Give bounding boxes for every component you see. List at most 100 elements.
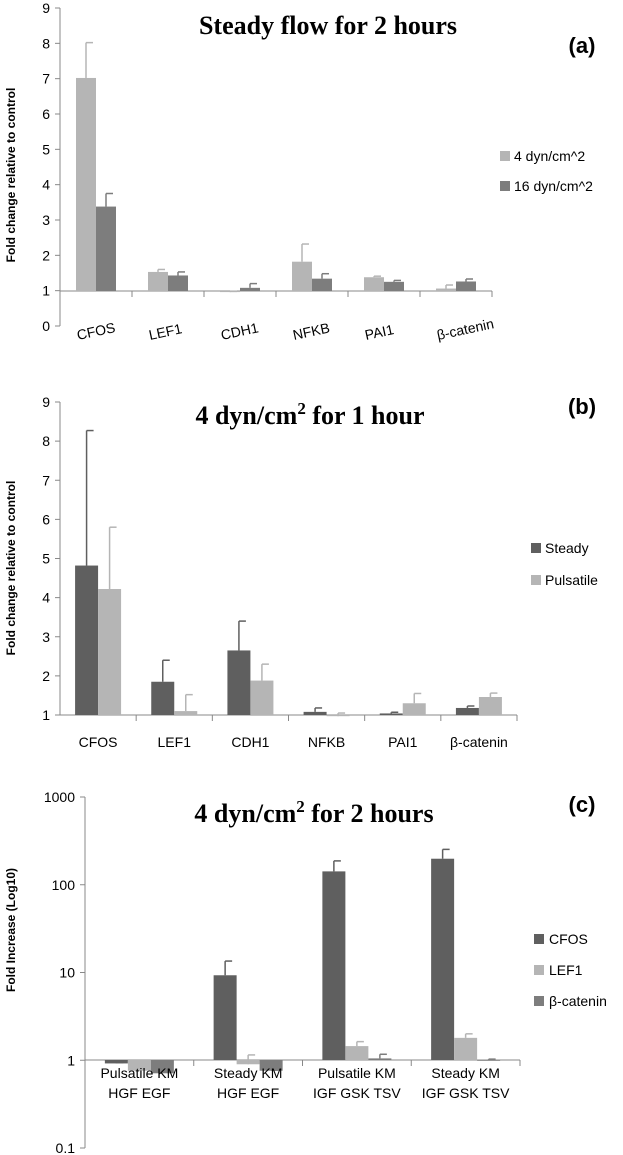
chart-b-ytick-label: 4 [42, 590, 50, 606]
chart-b-panel-label: (b) [568, 394, 596, 419]
chart-b-bar [455, 707, 479, 715]
chart-a-bar [168, 275, 188, 291]
chart-a-xtick-label: CFOS [75, 319, 116, 343]
chart-c-xtick-label: Pulsatile KM [100, 1065, 178, 1081]
chart-b-bar [402, 703, 426, 715]
chart-a-bar [76, 77, 96, 292]
chart-c-title-tail: for 2 hours [305, 799, 434, 828]
chart-c-legend-swatch-3 [534, 996, 544, 1006]
chart-c-ytick-label: 0.1 [56, 1140, 76, 1155]
chart-a-xtick-label: NFKB [291, 320, 331, 343]
chart-c-bar [454, 1037, 478, 1060]
chart-a-xtick-label: β-catenin [435, 315, 495, 343]
chart-c-title-main: 4 dyn/cm [194, 799, 296, 828]
chart-a-legend: 4 dyn/cm^2 16 dyn/cm^2 [500, 148, 593, 194]
chart-a-bar [148, 271, 168, 291]
chart-a: Steady flow for 2 hours (a) Fold change … [4, 0, 595, 343]
chart-b-title-main: 4 dyn/cm [195, 401, 297, 430]
chart-c-bar [368, 1058, 392, 1060]
chart-c-xtick-label: Pulsatile KM [318, 1065, 396, 1081]
chart-b-title-sup: 2 [297, 399, 306, 418]
chart-a-xtick-label: PAI1 [363, 321, 395, 343]
chart-c-xtick-label: HGF EGF [108, 1085, 170, 1101]
chart-b-legend-swatch-2 [531, 575, 541, 585]
chart-c-plot: 0.1 1 10 100 1000 Pulsatile KM HGF EGF Steady K… [44, 789, 521, 1155]
chart-b-bar [227, 650, 251, 715]
chart-c-title: 4 dyn/cm2 for 2 hours [194, 797, 433, 828]
chart-a-bar [312, 278, 332, 291]
chart-b-bar [250, 680, 274, 715]
chart-b-legend: Steady Pulsatile [531, 540, 598, 588]
chart-c-ytick-label: 1000 [44, 789, 75, 805]
chart-c-ytick-label: 100 [52, 877, 76, 893]
chart-c-bar [213, 975, 237, 1060]
chart-a-bar [384, 281, 404, 291]
chart-b-bar [379, 713, 403, 715]
chart-b-xtick-label: NFKB [308, 734, 345, 750]
chart-c-bar [477, 1060, 501, 1061]
chart-c-bar [322, 871, 346, 1060]
chart-c-xtick-label: HGF EGF [217, 1085, 279, 1101]
chart-b-bar [151, 681, 175, 715]
chart-c-title-sup: 2 [296, 797, 305, 816]
chart-b-ytick-label: 9 [42, 394, 50, 410]
chart-c-bar [431, 858, 455, 1060]
chart-c-xtick-label: IGF GSK TSV [313, 1085, 401, 1101]
chart-c-ytick-label: 10 [59, 965, 75, 981]
chart-c-xtick-label: IGF GSK TSV [422, 1085, 510, 1101]
chart-b-xtick-label: PAI1 [388, 734, 418, 750]
chart-a-ytick-label: 5 [42, 141, 50, 157]
chart-a-legend-label-2: 16 dyn/cm^2 [514, 178, 593, 194]
chart-b-ytick-label: 5 [42, 551, 50, 567]
chart-a-bar [292, 261, 312, 291]
chart-b-bar [478, 697, 502, 715]
chart-a-xtick-label: CDH1 [219, 319, 260, 343]
chart-c-bar [127, 1060, 151, 1071]
chart-a-legend-swatch-2 [500, 181, 510, 191]
chart-c-legend-label-1: CFOS [549, 931, 588, 947]
chart-b-ytick-label: 1 [42, 707, 50, 723]
chart-b-xtick-label: LEF1 [158, 734, 192, 750]
chart-c-bar [150, 1060, 174, 1074]
chart-b-ylabel: Fold change relative to control [4, 481, 18, 656]
chart-c-ylabel: Fold Increase (Log10) [4, 868, 18, 992]
chart-b: 4 dyn/cm2 for 1 hour (b) Fold change rel… [4, 394, 598, 750]
chart-b-ytick-label: 6 [42, 511, 50, 527]
chart-a-ytick-label: 1 [42, 283, 50, 299]
chart-b-ytick-label: 3 [42, 629, 50, 645]
chart-a-plot: 0 1 2 3 4 5 6 7 8 9 CFOS LEF1 CDH1 NFKB PAI1 β-catenin [42, 0, 495, 343]
chart-c-bar [104, 1060, 128, 1064]
chart-b-xtick-label: β-catenin [450, 734, 508, 750]
chart-b-title: 4 dyn/cm2 for 1 hour [195, 399, 424, 430]
chart-a-ytick-label: 0 [42, 318, 50, 334]
chart-c-xtick-label: Steady KM [431, 1065, 499, 1081]
chart-c-legend-label-2: LEF1 [549, 962, 583, 978]
chart-c-bar [345, 1046, 369, 1060]
chart-a-legend-label-1: 4 dyn/cm^2 [514, 148, 585, 164]
chart-b-legend-label-2: Pulsatile [545, 572, 598, 588]
chart-c-ytick-label: 1 [67, 1052, 75, 1068]
chart-a-legend-swatch-1 [500, 151, 510, 161]
chart-b-bar [75, 565, 99, 715]
chart-b-legend-swatch-1 [531, 543, 541, 553]
chart-b-ytick-label: 8 [42, 433, 50, 449]
chart-c-legend-swatch-1 [534, 934, 544, 944]
chart-a-ytick-label: 9 [42, 0, 50, 16]
chart-b-ytick-label: 2 [42, 668, 50, 684]
chart-c-legend-swatch-2 [534, 965, 544, 975]
chart-c-xtick-label: Steady KM [214, 1065, 282, 1081]
chart-b-legend-label-1: Steady [545, 540, 589, 556]
chart-b-bar [174, 711, 198, 715]
chart-c-legend: CFOS LEF1 β-catenin [534, 931, 607, 1009]
chart-b-ytick-label: 7 [42, 472, 50, 488]
chart-b-plot: 1 2 3 4 5 6 7 8 9 CFOS LEF1 CDH1 NFKB PAI1 β-catenin [42, 394, 518, 750]
chart-c-legend-label-3: β-catenin [549, 993, 607, 1009]
chart-a-ytick-label: 8 [42, 35, 50, 51]
chart-a-ytick-label: 4 [42, 177, 50, 193]
chart-a-ylabel: Fold change relative to control [4, 88, 18, 263]
chart-a-ytick-label: 3 [42, 212, 50, 228]
chart-b-bar [303, 711, 327, 715]
chart-a-xtick-label: LEF1 [147, 320, 183, 343]
chart-b-bar [98, 589, 122, 715]
